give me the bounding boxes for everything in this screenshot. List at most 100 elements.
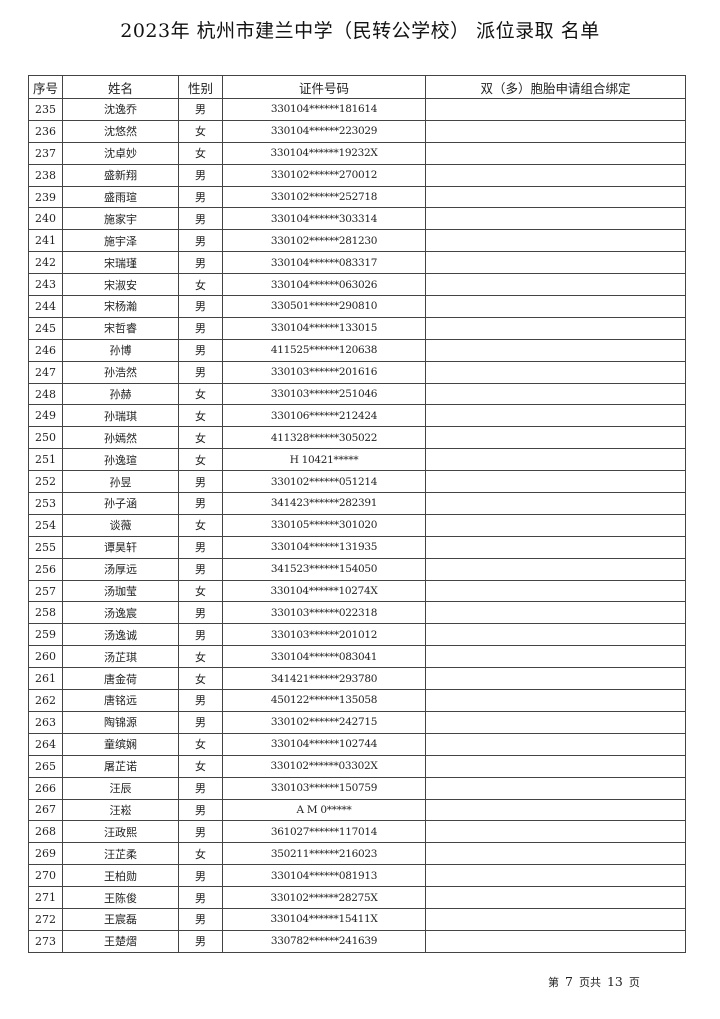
table-row: 239 盛雨瑄男 330102******252718 xyxy=(28,185,686,209)
cell-index: 257 xyxy=(28,579,63,603)
cell-gender: 男 xyxy=(178,907,223,931)
cell-id-number: 330104******223029 xyxy=(222,119,426,143)
table-row: 245 宋哲睿男 330104******133015 xyxy=(28,316,686,340)
cell-index: 270 xyxy=(28,864,63,888)
cell-id-number: 341421******293780 xyxy=(222,667,426,691)
table-row: 273 王楚熠男 330782******241639 xyxy=(28,929,686,953)
cell-id-number: 330104******19232X xyxy=(222,141,426,165)
cell-twins-binding xyxy=(425,426,686,450)
cell-index: 260 xyxy=(28,645,63,669)
table-row: 250 孙嫣然女 411328******305022 xyxy=(28,426,686,450)
footer-middle: 页共 xyxy=(578,976,601,989)
cell-index: 238 xyxy=(28,163,63,187)
cell-id-number: 330104******133015 xyxy=(222,316,426,340)
cell-id-number: 330104******102744 xyxy=(222,732,426,756)
table-row: 248 孙赫女 330103******251046 xyxy=(28,382,686,406)
cell-twins-binding xyxy=(425,404,686,428)
table-row: 257 汤珈莹女 330104******10274X xyxy=(28,579,686,603)
cell-name: 唐金荷 xyxy=(62,667,179,691)
cell-twins-binding xyxy=(425,535,686,559)
cell-index: 240 xyxy=(28,207,63,231)
cell-name: 汤芷琪 xyxy=(62,645,179,669)
cell-gender: 男 xyxy=(178,557,223,581)
cell-gender: 男 xyxy=(178,207,223,231)
cell-twins-binding xyxy=(425,754,686,778)
cell-name: 汤珈莹 xyxy=(62,579,179,603)
cell-gender: 男 xyxy=(178,316,223,340)
cell-index: 245 xyxy=(28,316,63,340)
admission-table: 序号 姓名 性别 证件号码 双（多）胞胎申请组合绑定 235 沈逸乔男 330104… xyxy=(28,75,686,953)
current-page: 7 xyxy=(565,974,573,989)
cell-id-number: H 10421***** xyxy=(222,448,426,472)
cell-index: 250 xyxy=(28,426,63,450)
cell-name: 宋淑安 xyxy=(62,273,179,297)
cell-name: 盛雨瑄 xyxy=(62,185,179,209)
cell-twins-binding xyxy=(425,732,686,756)
col-header-name: 姓名 xyxy=(62,75,179,99)
col-header-twins-binding: 双（多）胞胎申请组合绑定 xyxy=(425,75,686,99)
cell-gender: 女 xyxy=(178,404,223,428)
cell-index: 259 xyxy=(28,623,63,647)
cell-id-number: 330102******270012 xyxy=(222,163,426,187)
col-header-id-number: 证件号码 xyxy=(222,75,426,99)
cell-index: 253 xyxy=(28,492,63,515)
cell-index: 251 xyxy=(28,448,63,472)
cell-name: 汪崧 xyxy=(62,798,179,822)
cell-twins-binding xyxy=(425,185,686,209)
cell-gender: 男 xyxy=(178,492,223,515)
cell-gender: 女 xyxy=(178,667,223,691)
cell-twins-binding xyxy=(425,273,686,297)
cell-twins-binding xyxy=(425,710,686,734)
cell-twins-binding xyxy=(425,907,686,931)
cell-id-number: 330103******201616 xyxy=(222,360,426,384)
table-row: 249 孙瑞琪女 330106******212424 xyxy=(28,404,686,428)
table-row: 238 盛新翔男 330102******270012 xyxy=(28,163,686,187)
cell-gender: 男 xyxy=(178,864,223,888)
cell-twins-binding xyxy=(425,623,686,647)
cell-twins-binding xyxy=(425,360,686,384)
cell-gender: 男 xyxy=(178,820,223,844)
cell-id-number: 341423******282391 xyxy=(222,492,426,515)
cell-twins-binding xyxy=(425,119,686,143)
cell-index: 255 xyxy=(28,535,63,559)
cell-id-number: 330104******303314 xyxy=(222,207,426,231)
cell-id-number: 341523******154050 xyxy=(222,557,426,581)
cell-name: 汤逸宸 xyxy=(62,601,179,625)
cell-gender: 女 xyxy=(178,382,223,406)
cell-twins-binding xyxy=(425,689,686,712)
cell-id-number: 330102******28275X xyxy=(222,886,426,909)
table-row: 256 汤厚远男 341523******154050 xyxy=(28,557,686,581)
cell-id-number: 330102******242715 xyxy=(222,710,426,734)
table-row: 269 汪芷柔女 350211******216023 xyxy=(28,842,686,866)
cell-gender: 男 xyxy=(178,360,223,384)
cell-twins-binding xyxy=(425,645,686,669)
cell-index: 266 xyxy=(28,776,63,800)
cell-gender: 男 xyxy=(178,929,223,953)
cell-name: 汪辰 xyxy=(62,776,179,800)
cell-name: 王楚熠 xyxy=(62,929,179,953)
cell-index: 258 xyxy=(28,601,63,625)
cell-name: 孙浩然 xyxy=(62,360,179,384)
cell-name: 陶锦源 xyxy=(62,710,179,734)
cell-id-number: 330104******083041 xyxy=(222,645,426,669)
cell-name: 谈薇 xyxy=(62,513,179,537)
table-row: 240 施家宇男 330104******303314 xyxy=(28,207,686,231)
cell-name: 孙瑞琪 xyxy=(62,404,179,428)
table-row: 264 童缤娴女 330104******102744 xyxy=(28,732,686,756)
table-row: 261 唐金荷女 341421******293780 xyxy=(28,667,686,691)
table-row: 265 屠芷诺女 330102******03302X xyxy=(28,754,686,778)
table-row: 243 宋淑安女 330104******063026 xyxy=(28,273,686,297)
cell-id-number: 330102******281230 xyxy=(222,229,426,253)
cell-id-number: 330102******03302X xyxy=(222,754,426,778)
table-row: 252 孙昱男 330102******051214 xyxy=(28,470,686,494)
cell-name: 孙赫 xyxy=(62,382,179,406)
cell-index: 248 xyxy=(28,382,63,406)
table-row: 236 沈悠然女 330104******223029 xyxy=(28,119,686,143)
cell-twins-binding xyxy=(425,163,686,187)
cell-twins-binding xyxy=(425,338,686,362)
cell-index: 246 xyxy=(28,338,63,362)
cell-id-number: 330104******081913 xyxy=(222,864,426,888)
cell-name: 唐铭远 xyxy=(62,689,179,712)
cell-twins-binding xyxy=(425,667,686,691)
cell-index: 264 xyxy=(28,732,63,756)
